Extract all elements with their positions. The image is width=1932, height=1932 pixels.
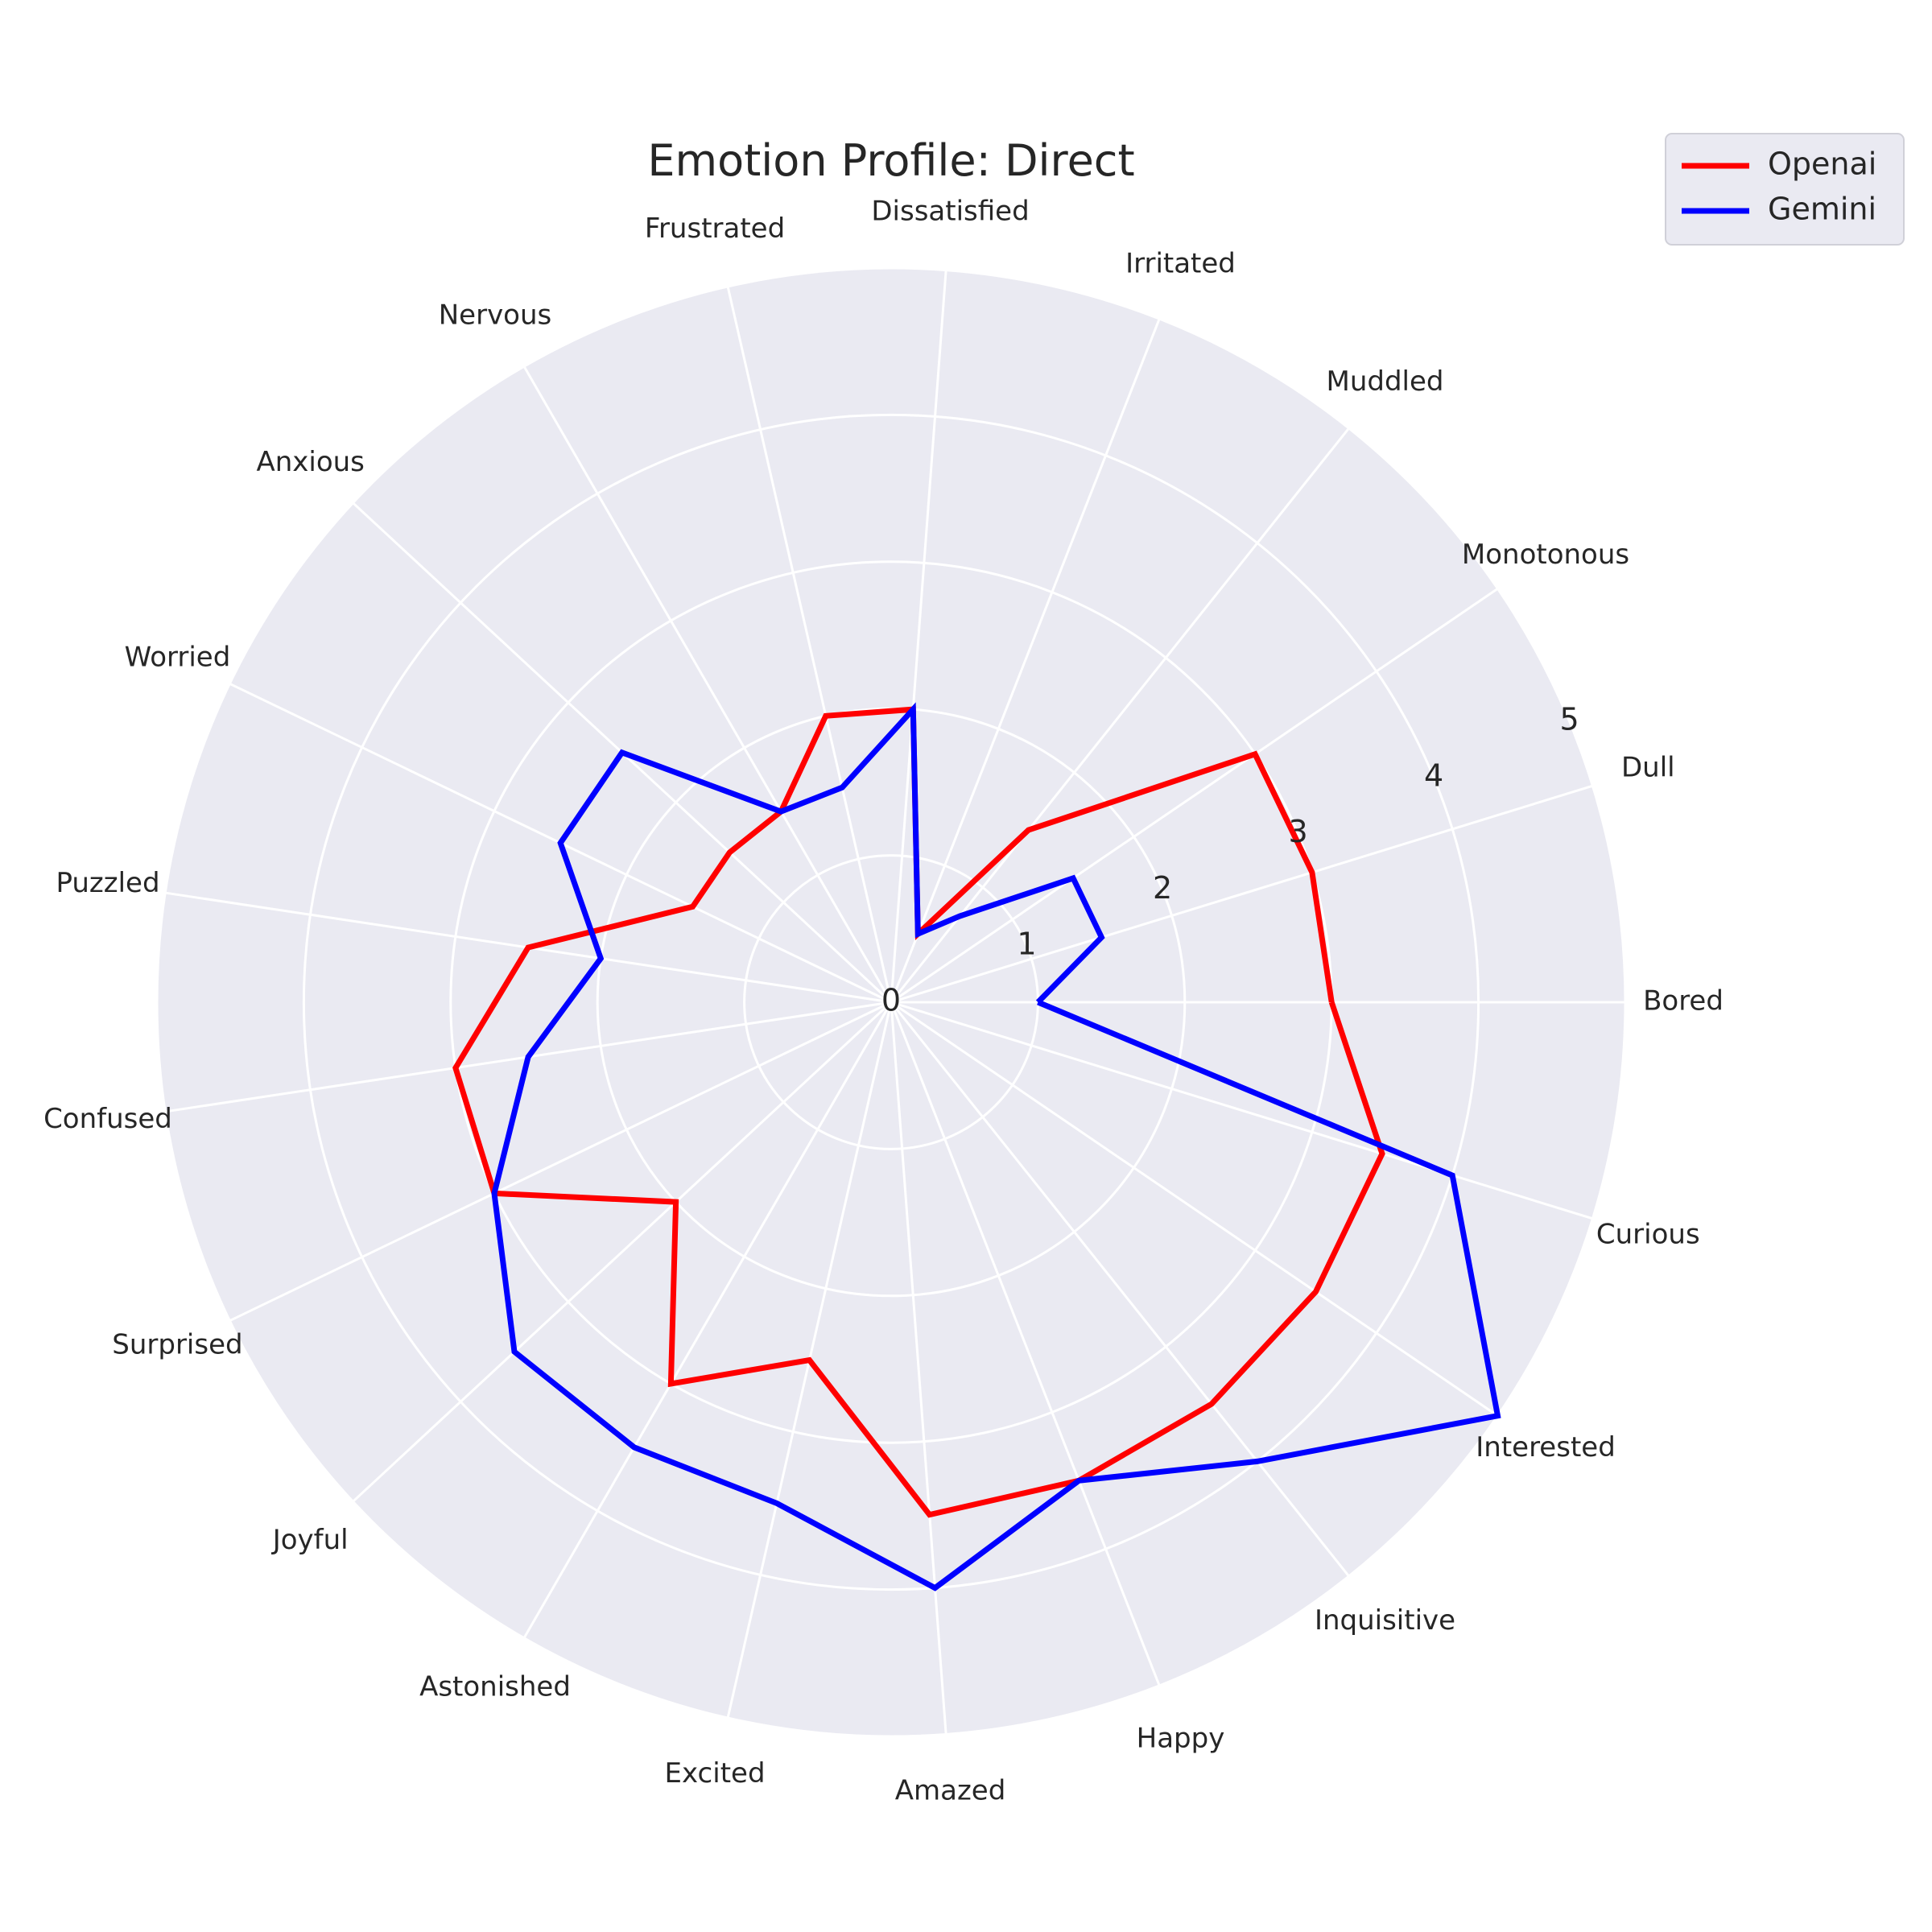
spoke-13 <box>352 1001 893 1503</box>
chart-title: Emotion Profile: Direct <box>647 135 1134 186</box>
tick-label: 5 <box>1559 701 1579 737</box>
series-group <box>452 702 1501 1591</box>
spoke-5 <box>890 270 947 1003</box>
spoke-18 <box>890 1001 1350 1577</box>
category-label: Amazed <box>895 1775 1006 1807</box>
spoke-12 <box>229 1001 892 1323</box>
spoke-17 <box>890 1001 1161 1686</box>
spoke-19 <box>890 1001 1499 1417</box>
spoke-6 <box>726 286 893 1003</box>
spoke-2 <box>890 588 1499 1004</box>
series-line-openai <box>452 706 1385 1518</box>
category-labels: Bored Dull Monotonous Muddled Irritated Dissa… <box>43 195 1724 1806</box>
tick-label: 2 <box>1153 870 1172 906</box>
category-label: Inquisitive <box>1315 1604 1455 1637</box>
category-label: Monotonous <box>1462 539 1629 571</box>
legend-label-openai: Openai <box>1768 147 1876 182</box>
category-label: Surprised <box>112 1328 242 1360</box>
spoke-7 <box>522 365 893 1003</box>
spoke-1 <box>890 784 1593 1004</box>
category-label: Puzzled <box>56 867 159 899</box>
spoke-16 <box>890 1001 947 1735</box>
category-label: Curious <box>1596 1219 1700 1251</box>
category-label: Dull <box>1621 751 1675 783</box>
category-label: Joyful <box>271 1524 349 1556</box>
category-label: Dissatisfied <box>871 195 1029 227</box>
tick-label: 1 <box>1017 927 1036 962</box>
category-label: Confused <box>43 1103 172 1135</box>
category-label: Bored <box>1643 985 1724 1018</box>
spoke-20 <box>890 1001 1593 1220</box>
category-label: Worried <box>125 642 231 674</box>
category-label: Nervous <box>439 299 552 331</box>
legend: Openai Gemini <box>1665 133 1905 246</box>
category-label: Anxious <box>256 446 364 478</box>
spoke-14 <box>522 1001 893 1639</box>
category-label: Excited <box>665 1757 766 1790</box>
category-label: Happy <box>1137 1722 1225 1754</box>
tick-label: 4 <box>1424 758 1443 793</box>
angular-gridlines <box>164 270 1625 1735</box>
spoke-3 <box>890 427 1350 1003</box>
legend-label-gemini: Gemini <box>1768 192 1876 227</box>
radial-tick-labels: 0 1 2 3 4 5 <box>881 701 1579 1018</box>
tick-label: 0 <box>881 983 901 1018</box>
series-line-gemini <box>491 702 1501 1591</box>
tick-label: 3 <box>1288 814 1307 849</box>
category-label: Muddled <box>1327 365 1444 398</box>
category-label: Interested <box>1476 1431 1616 1463</box>
category-label: Astonished <box>419 1671 571 1703</box>
spoke-4 <box>890 318 1161 1003</box>
category-label: Irritated <box>1125 248 1236 280</box>
legend-box <box>1665 133 1905 246</box>
category-label: Frustrated <box>645 213 785 245</box>
